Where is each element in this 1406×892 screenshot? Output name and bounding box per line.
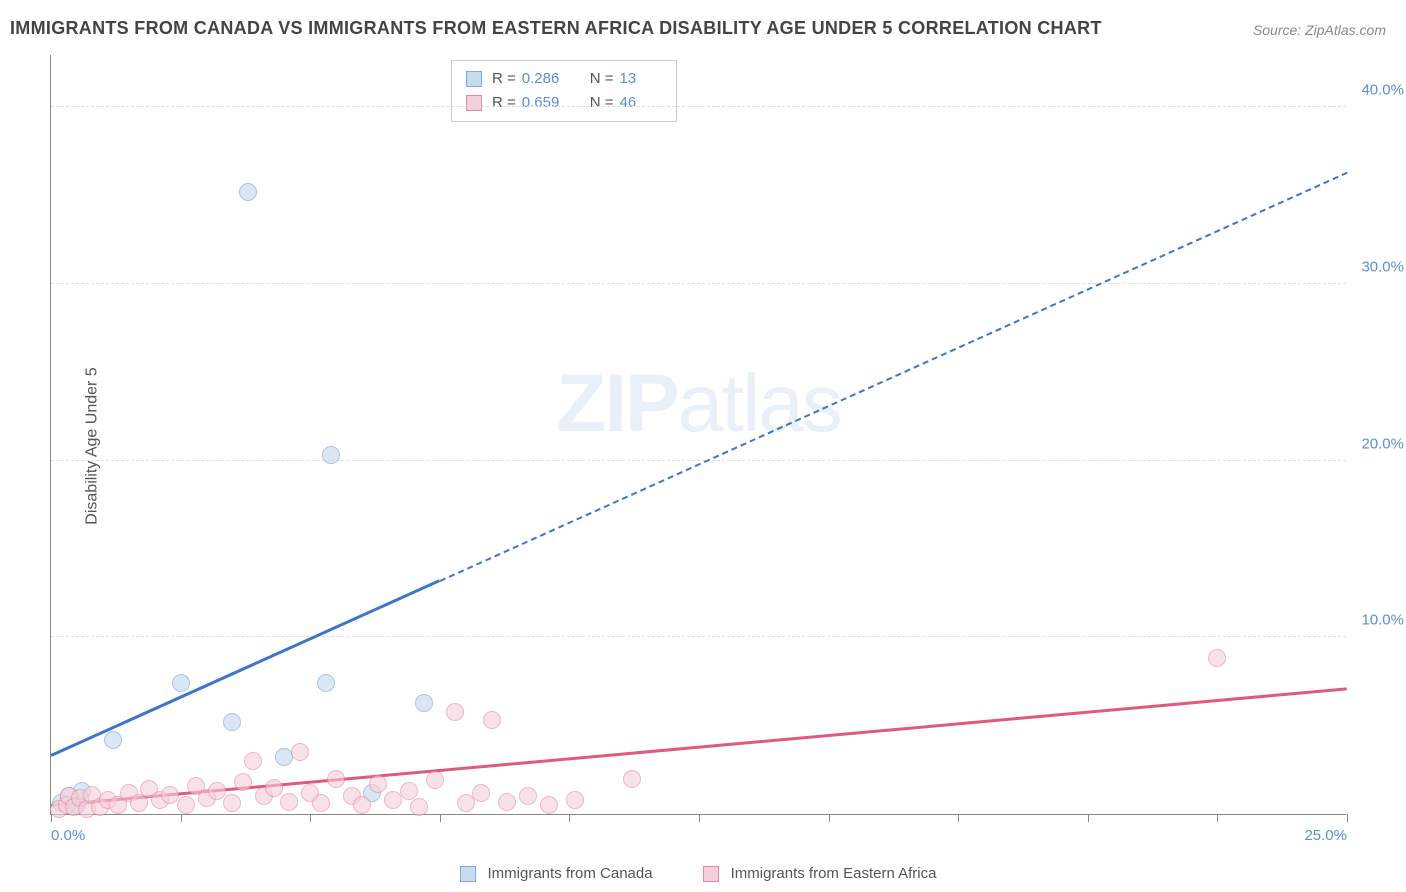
data-point	[208, 782, 226, 800]
y-tick-label: 30.0%	[1361, 258, 1404, 275]
stat-r-label: R =	[492, 91, 516, 115]
y-tick-label: 40.0%	[1361, 82, 1404, 99]
data-point	[317, 674, 335, 692]
data-point	[239, 183, 257, 201]
data-point	[322, 446, 340, 464]
data-point	[519, 787, 537, 805]
chart-title: IMMIGRANTS FROM CANADA VS IMMIGRANTS FRO…	[10, 18, 1102, 39]
legend-swatch	[703, 866, 719, 882]
data-point	[234, 773, 252, 791]
watermark-text: ZIPatlas	[556, 357, 841, 451]
data-point	[369, 775, 387, 793]
stat-r-value: 0.286	[522, 67, 570, 91]
stat-n-label: N =	[590, 67, 614, 91]
stats-row: R =0.659 N =46	[466, 91, 662, 115]
legend-swatch	[460, 866, 476, 882]
data-point	[177, 796, 195, 814]
data-point	[327, 770, 345, 788]
trend-line-extrapolated	[439, 172, 1347, 582]
gridline	[51, 460, 1346, 461]
gridline	[51, 636, 1346, 637]
data-point	[426, 771, 444, 789]
y-tick-label: 10.0%	[1361, 612, 1404, 629]
gridline	[51, 283, 1346, 284]
x-tick	[1217, 814, 1218, 822]
stats-row: R =0.286 N =13	[466, 67, 662, 91]
data-point	[457, 794, 475, 812]
y-tick-label: 20.0%	[1361, 435, 1404, 452]
data-point	[104, 731, 122, 749]
data-point	[566, 791, 584, 809]
data-point	[446, 703, 464, 721]
chart-legend: Immigrants from Canada Immigrants from Ea…	[50, 865, 1346, 882]
data-point	[172, 674, 190, 692]
x-tick	[569, 814, 570, 822]
x-tick	[699, 814, 700, 822]
stat-r-label: R =	[492, 67, 516, 91]
x-tick	[1088, 814, 1089, 822]
series-swatch	[466, 71, 482, 87]
x-tick	[1347, 814, 1348, 822]
correlation-stats-box: R =0.286 N =13 R =0.659 N =46	[451, 60, 677, 122]
source-attribution: Source: ZipAtlas.com	[1253, 22, 1386, 38]
data-point	[415, 694, 433, 712]
data-point	[540, 796, 558, 814]
x-tick	[440, 814, 441, 822]
watermark-bold: ZIP	[556, 358, 678, 449]
stat-n-value: 13	[620, 67, 648, 91]
data-point	[498, 793, 516, 811]
data-point	[483, 711, 501, 729]
data-point	[223, 713, 241, 731]
legend-label: Immigrants from Canada	[488, 865, 653, 882]
stat-r-value: 0.659	[522, 91, 570, 115]
x-tick-label: 0.0%	[51, 827, 85, 844]
legend-item: Immigrants from Canada	[460, 865, 653, 882]
data-point	[1208, 649, 1226, 667]
data-point	[312, 794, 330, 812]
legend-label: Immigrants from Eastern Africa	[731, 865, 937, 882]
legend-item: Immigrants from Eastern Africa	[703, 865, 937, 882]
data-point	[400, 782, 418, 800]
stat-n-value: 46	[620, 91, 648, 115]
stat-n-label: N =	[590, 91, 614, 115]
data-point	[472, 784, 490, 802]
x-tick	[958, 814, 959, 822]
data-point	[265, 779, 283, 797]
x-tick	[310, 814, 311, 822]
data-point	[244, 752, 262, 770]
x-tick	[181, 814, 182, 822]
scatter-plot-area: ZIPatlas R =0.286N =13R =0.659N =46 10.0…	[50, 55, 1346, 815]
data-point	[223, 794, 241, 812]
series-swatch	[466, 95, 482, 111]
data-point	[280, 793, 298, 811]
data-point	[410, 798, 428, 816]
gridline	[51, 106, 1346, 107]
x-tick	[829, 814, 830, 822]
data-point	[353, 796, 371, 814]
data-point	[623, 770, 641, 788]
x-tick-label: 25.0%	[1304, 827, 1347, 844]
data-point	[291, 743, 309, 761]
